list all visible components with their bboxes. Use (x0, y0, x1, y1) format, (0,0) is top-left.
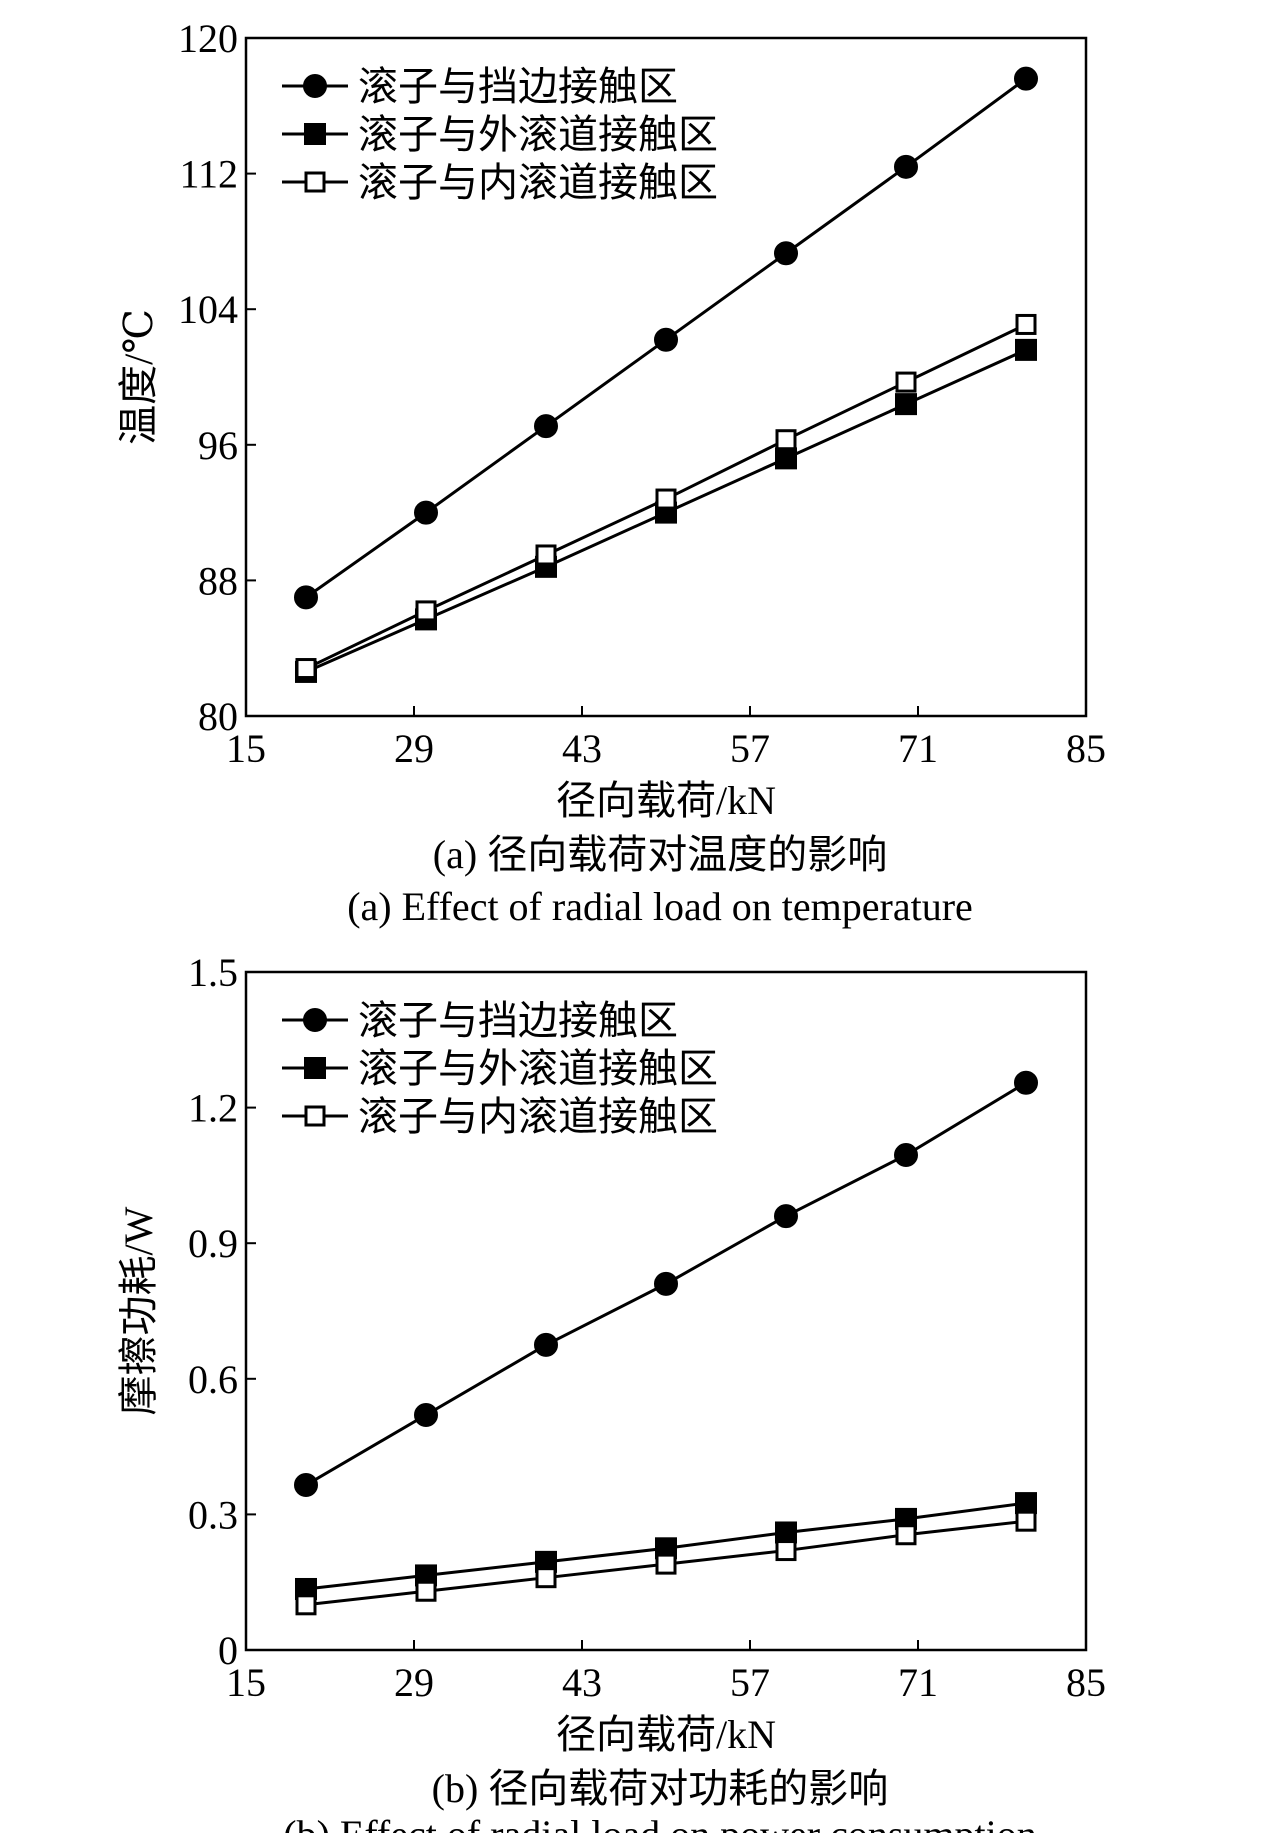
caption-cn: (a) 径向载荷对温度的影响 (433, 832, 887, 877)
x-tick-label: 29 (394, 1660, 434, 1705)
x-tick-label: 15 (226, 1660, 266, 1705)
x-tick-label: 85 (1066, 1660, 1106, 1705)
chart-power-consumption: 15 29 43 57 71 85 0 0.3 0.6 0.9 1.2 1.5 径向载荷/kN 摩擦功耗/… (116, 950, 1106, 1833)
data-point-s2-p5 (895, 371, 917, 393)
plot-frame (244, 970, 1088, 1652)
y-tick-label: 0 (218, 1628, 238, 1673)
legend-label: 滚子与外滚道接触区 (358, 112, 718, 157)
legend-marker (303, 1008, 327, 1032)
y-tick-label: 112 (179, 152, 238, 197)
x-tick-label: 29 (394, 726, 434, 771)
y-tick-label: 0.9 (188, 1221, 238, 1266)
data-point-s2-p1 (415, 600, 437, 622)
data-point-s0-p3 (654, 1271, 678, 1296)
x-tick-label: 71 (898, 726, 938, 771)
legend-label: 滚子与内滚道接触区 (358, 1094, 718, 1139)
x-tick-label: 43 (562, 1660, 602, 1705)
data-point-s1-p6 (1015, 1492, 1037, 1515)
data-point-s0-p1 (414, 500, 438, 525)
data-point-s2-p5 (895, 1524, 917, 1546)
x-tick-label: 43 (562, 726, 602, 771)
data-point-s0-p3 (654, 327, 678, 352)
legend-label: 滚子与外滚道接触区 (358, 1046, 718, 1091)
y-tick-label: 0.3 (188, 1492, 238, 1537)
data-point-s2-p3 (655, 1553, 677, 1575)
x-tick-label: 71 (898, 1660, 938, 1705)
data-point-s0-p4 (774, 241, 798, 266)
y-tick-label: 96 (198, 423, 238, 468)
y-tick-label: 104 (178, 287, 238, 332)
legend-marker (304, 1105, 326, 1127)
data-point-s2-p4 (775, 1540, 797, 1562)
y-axis-title: 温度/℃ (116, 309, 161, 445)
legend-label: 滚子与内滚道接触区 (358, 160, 718, 205)
data-point-s0-p4 (774, 1204, 798, 1229)
data-point-s1-p6 (1015, 338, 1037, 361)
data-point-s1-p4 (775, 447, 797, 470)
y-tick-label: 80 (198, 694, 238, 739)
legend-marker (303, 74, 327, 98)
data-point-s0-p0 (294, 1473, 318, 1498)
legend-label: 滚子与挡边接触区 (358, 998, 678, 1043)
data-point-s2-p2 (535, 544, 557, 566)
data-point-s0-p5 (894, 1143, 918, 1168)
data-point-s2-p3 (655, 488, 677, 510)
data-point-s0-p1 (414, 1402, 438, 1427)
caption-en: (a) Effect of radial load on temperature (347, 884, 973, 929)
plot-frame (244, 36, 1088, 718)
x-tick-label: 15 (226, 726, 266, 771)
x-tick-label: 57 (730, 1660, 770, 1705)
data-point-s2-p1 (415, 1580, 437, 1602)
data-point-s0-p5 (894, 154, 918, 179)
x-axis-title: 径向载荷/kN (556, 1712, 776, 1757)
y-tick-label: 0.6 (188, 1357, 238, 1402)
x-tick-label: 57 (730, 726, 770, 771)
data-point-s2-p6 (1015, 1510, 1037, 1532)
data-point-s2-p2 (535, 1567, 557, 1589)
data-point-s0-p0 (294, 585, 318, 610)
data-point-s1-p5 (895, 393, 917, 416)
data-point-s0-p2 (534, 414, 558, 439)
data-point-s2-p0 (295, 1594, 317, 1616)
data-point-s2-p0 (295, 658, 317, 680)
data-point-s0-p6 (1014, 1070, 1038, 1095)
chart-temperature: 15 29 43 57 71 85 80 88 96 104 112 120 径向载荷/kN 温度/℃ 滚子… (116, 16, 1106, 929)
x-tick-label: 85 (1066, 726, 1106, 771)
y-tick-label: 120 (178, 16, 238, 61)
caption-cn: (b) 径向载荷对功耗的影响 (432, 1766, 889, 1811)
x-axis-title: 径向载荷/kN (556, 778, 776, 823)
data-point-s0-p6 (1014, 66, 1038, 91)
legend-marker (304, 123, 326, 145)
y-axis-title: 摩擦功耗/W (116, 1206, 161, 1415)
legend-marker (304, 171, 326, 193)
y-tick-label: 1.2 (188, 1086, 238, 1131)
caption-en: (b) Effect of radial load on power consu… (283, 1812, 1036, 1833)
legend-label: 滚子与挡边接触区 (358, 64, 678, 109)
legend-marker (304, 1057, 326, 1079)
y-tick-label: 88 (198, 558, 238, 603)
data-point-s0-p2 (534, 1332, 558, 1357)
data-point-s2-p4 (775, 429, 797, 451)
data-point-s1-p4 (775, 1521, 797, 1544)
y-tick-label: 1.5 (188, 950, 238, 995)
data-point-s2-p6 (1015, 313, 1037, 335)
